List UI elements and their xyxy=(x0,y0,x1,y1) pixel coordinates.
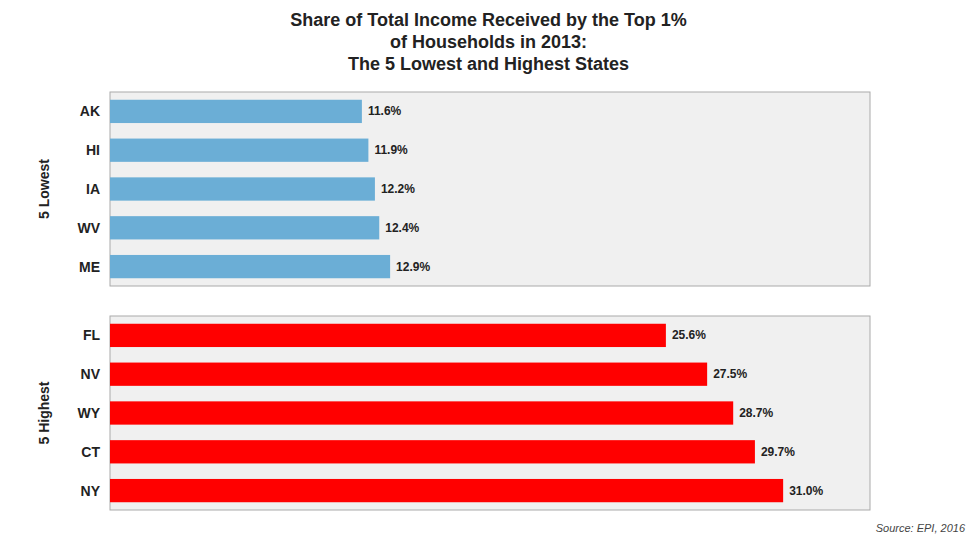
group-label: 5 Highest xyxy=(36,381,52,444)
bar xyxy=(110,255,390,278)
data-label: 27.5% xyxy=(713,367,747,381)
bar xyxy=(110,100,362,123)
y-tick-label: HI xyxy=(86,142,100,158)
group-label: 5 Lowest xyxy=(36,159,52,219)
source-note: Source: EPI, 2016 xyxy=(876,522,966,534)
bar xyxy=(110,440,755,463)
data-label: 11.6% xyxy=(368,104,402,118)
panel: 11.6% AK 11.9% HI 12.2% IA 12.4% WV 12.9% ME 5 Low… xyxy=(36,92,870,286)
data-label: 25.6% xyxy=(672,328,706,342)
plot-frame xyxy=(110,316,870,510)
y-tick-label: CT xyxy=(81,444,100,460)
background xyxy=(0,0,977,542)
data-label: 11.9% xyxy=(374,143,408,157)
data-label: 29.7% xyxy=(761,445,795,459)
bar xyxy=(110,363,707,386)
y-tick-label: ME xyxy=(79,259,100,275)
bar xyxy=(110,177,375,200)
bar xyxy=(110,216,379,239)
y-tick-label: IA xyxy=(86,181,100,197)
plot-frame xyxy=(110,92,870,286)
data-label: 31.0% xyxy=(789,484,823,498)
y-tick-label: FL xyxy=(83,327,101,343)
bar xyxy=(110,479,783,502)
bars xyxy=(110,324,783,502)
bars xyxy=(110,100,390,278)
y-tick-label: WY xyxy=(77,405,100,421)
bar xyxy=(110,139,368,162)
bar xyxy=(110,401,733,424)
bar xyxy=(110,324,666,347)
data-label: 12.2% xyxy=(381,182,415,196)
y-tick-label: AK xyxy=(80,103,100,119)
data-label: 28.7% xyxy=(739,406,773,420)
data-label: 12.4% xyxy=(385,221,419,235)
y-tick-label: NV xyxy=(81,366,101,382)
panel: 25.6% FL 27.5% NV 28.7% WY 29.7% CT 31.0% NY 5 Hig… xyxy=(36,316,870,510)
chart-title: Share of Total Income Received by the To… xyxy=(290,10,686,74)
y-tick-label: NY xyxy=(81,483,101,499)
y-tick-label: WV xyxy=(77,220,100,236)
data-label: 12.9% xyxy=(396,260,430,274)
chart-root: Share of Total Income Received by the To… xyxy=(0,0,977,542)
